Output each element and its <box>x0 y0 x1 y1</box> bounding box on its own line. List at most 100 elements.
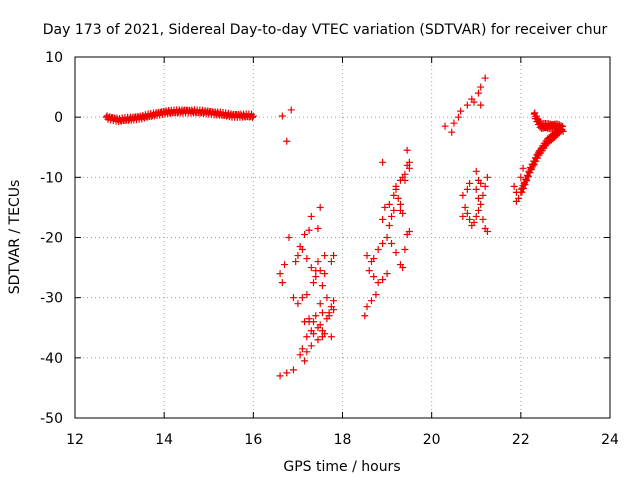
x-tick-label: 14 <box>155 432 173 448</box>
data-point-marker <box>459 212 467 220</box>
data-point-marker <box>303 333 311 341</box>
data-point-marker <box>379 276 387 284</box>
data-point-marker <box>519 164 527 172</box>
data-point-marker <box>457 107 465 115</box>
data-point-marker <box>396 261 404 269</box>
x-tick-label: 20 <box>423 432 441 448</box>
data-point-marker <box>314 324 322 332</box>
y-tick-labels: -50 -40 -30 -20 -10 0 10 <box>40 50 63 427</box>
data-point-marker <box>385 200 393 208</box>
data-point-marker <box>466 179 474 187</box>
data-point-marker <box>361 312 369 320</box>
data-point-marker <box>367 297 375 305</box>
data-point-marker <box>383 270 391 278</box>
data-point-marker <box>401 170 409 178</box>
data-point-marker <box>405 164 413 172</box>
axis-ticks <box>74 56 611 419</box>
data-point-marker <box>278 112 286 120</box>
data-point-marker <box>379 158 387 166</box>
data-point-marker <box>392 185 400 193</box>
y-tick-label: -30 <box>40 291 63 307</box>
data-point-marker <box>463 101 471 109</box>
data-point-marker <box>385 221 393 229</box>
data-point-marker <box>298 294 306 302</box>
data-point-marker <box>314 224 322 232</box>
data-point-marker <box>321 252 329 260</box>
data-point-marker <box>403 146 411 154</box>
data-point-marker <box>321 270 329 278</box>
data-point-marker <box>301 230 309 238</box>
y-tick-label: -40 <box>40 351 63 367</box>
x-axis-label: GPS time / hours <box>283 459 400 475</box>
data-point-marker <box>479 215 487 223</box>
data-point-marker <box>314 336 322 344</box>
data-point-marker <box>318 282 326 290</box>
data-point-marker <box>303 348 311 356</box>
data-point-marker <box>296 351 304 359</box>
data-point-marker <box>285 234 293 241</box>
data-point-marker <box>289 294 297 302</box>
data-point-marker <box>374 246 382 254</box>
y-tick-label: 10 <box>45 50 63 66</box>
data-point-marker <box>312 267 320 275</box>
data-point-marker <box>283 137 291 145</box>
data-point-marker <box>463 185 471 193</box>
data-point-marker <box>327 258 335 266</box>
data-point-marker <box>283 369 291 377</box>
chart-title: Day 173 of 2021, Sidereal Day-to-day VTE… <box>43 22 608 38</box>
y-tick-label: 0 <box>54 110 63 126</box>
data-point-marker <box>330 297 338 305</box>
y-tick-label: -50 <box>40 411 63 427</box>
data-point-marker <box>314 258 322 266</box>
y-tick-label: -10 <box>40 170 63 186</box>
data-point-marker <box>294 300 302 308</box>
data-point-marker <box>281 261 289 269</box>
data-point-marker <box>301 357 309 365</box>
data-point-marker <box>388 240 396 248</box>
data-point-marker <box>403 230 411 238</box>
data-point-marker <box>390 191 398 199</box>
data-point-marker <box>305 315 313 323</box>
data-point-marker <box>557 127 565 135</box>
data-point-marker <box>483 173 491 181</box>
data-point-marker <box>363 303 371 311</box>
data-point-marker <box>330 252 338 260</box>
data-point-marker <box>370 273 378 281</box>
data-point-marker <box>248 113 256 121</box>
data-point-marker <box>390 206 398 214</box>
data-point-marker <box>276 372 284 380</box>
data-point-marker <box>381 203 389 211</box>
data-point-marker <box>472 212 480 220</box>
data-point-marker <box>405 158 413 166</box>
data-point-marker <box>477 101 485 109</box>
data-point-marker <box>310 330 318 338</box>
data-point-marker <box>470 218 478 226</box>
data-point-marker <box>510 182 518 190</box>
data-point-marker <box>292 258 300 266</box>
data-point-marker <box>312 273 320 281</box>
data-point-marker <box>472 185 480 193</box>
data-point-marker <box>401 246 409 254</box>
x-tick-label: 12 <box>66 432 84 448</box>
data-points <box>102 74 567 380</box>
data-point-marker <box>379 215 387 223</box>
data-point-marker <box>276 270 284 278</box>
data-point-marker <box>466 215 474 223</box>
data-point-marker <box>477 83 485 91</box>
data-point-marker <box>374 279 382 287</box>
data-point-marker <box>325 312 333 320</box>
data-point-marker <box>249 112 257 120</box>
data-point-marker <box>294 252 302 260</box>
data-point-marker <box>307 212 315 220</box>
data-point-marker <box>289 366 297 374</box>
data-point-marker <box>441 122 449 130</box>
data-point-marker <box>388 212 396 220</box>
data-point-marker <box>477 200 485 208</box>
data-point-marker <box>303 255 311 263</box>
data-point-marker <box>399 209 407 217</box>
data-point-marker <box>318 309 326 317</box>
data-point-marker <box>481 224 489 232</box>
data-point-marker <box>312 312 320 320</box>
data-point-marker <box>323 294 331 302</box>
